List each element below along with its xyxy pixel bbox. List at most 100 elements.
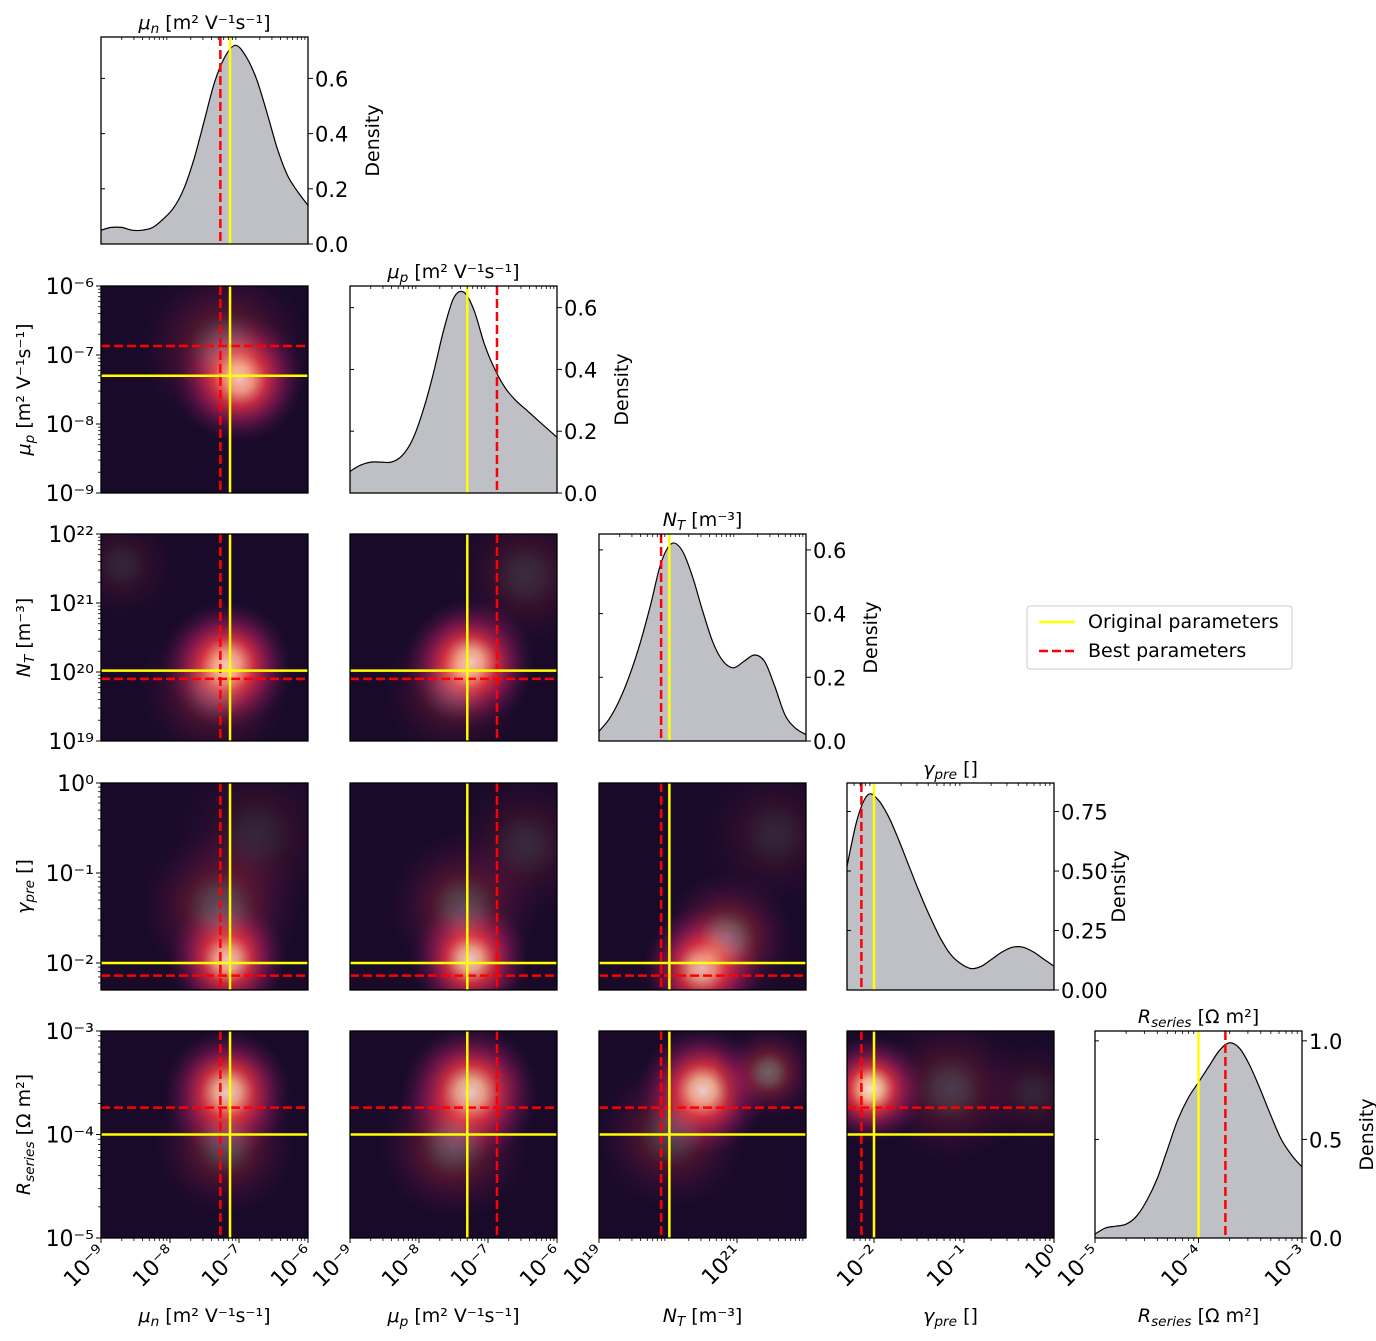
y-tick-label-mup-3: 10⁻⁶ [46, 275, 95, 300]
density-tick-label-gpre-0: 0.00 [1061, 979, 1108, 1003]
density-panel-mun: 0.0 0.2 0.4 0.6 Density μn [m² V⁻¹s⁻¹] [100, 12, 384, 257]
density-tick-label-rseries-1: 0.5 [1309, 1128, 1342, 1152]
heatmap-blob [128, 603, 301, 741]
heatmap-frame [846, 1030, 1055, 1239]
heatmap-blob [144, 1064, 306, 1226]
x-tick-label-rseries-0: 10⁻⁵ [1053, 1241, 1105, 1293]
density-fill-gpre [847, 793, 1054, 990]
x-tick-label-mup-0: 10⁻⁹ [308, 1241, 360, 1293]
y-tick-label-nt-0: 10¹⁹ [48, 730, 94, 755]
heatmap-panel-gpre-rseries [846, 1030, 1055, 1239]
heatmap-blob [968, 1031, 1054, 1158]
density-panel-mup: 0.0 0.2 0.4 0.6 Density μp [m² V⁻¹s⁻¹] [349, 261, 633, 506]
density-tick-label-mun-2: 0.4 [315, 123, 348, 147]
heatmap-frame [349, 782, 558, 991]
density-tick-label-gpre-1: 0.25 [1061, 920, 1108, 944]
x-tick-label-mup-3: 10⁻⁶ [515, 1240, 567, 1292]
y-tick-label-rseries-1: 10⁻⁴ [46, 1124, 95, 1149]
x-axis-mun: 10⁻⁹ 10⁻⁸ 10⁻⁷ 10⁻⁶μn [m² V⁻¹s⁻¹] [59, 1238, 318, 1330]
heatmap-blob [688, 783, 806, 921]
y-axis-label-gpre: γpre [] [13, 859, 38, 914]
heatmap-panel-mup-nt [349, 533, 558, 742]
heatmap-panel-mun-rseries [100, 1030, 309, 1239]
x-tick-label-mup-1: 10⁻⁸ [377, 1240, 429, 1292]
density-frame-mup [349, 285, 558, 494]
heatmap-panel-mun-mup [100, 285, 309, 494]
density-tick-label-gpre-2: 0.50 [1061, 860, 1108, 884]
heatmap-panel-mun-nt [100, 533, 309, 742]
y-axis-label-mup: μp [m² V⁻¹s⁻¹] [13, 324, 38, 457]
y-tick-label-nt-3: 10²² [48, 523, 94, 548]
x-axis-label-nt: NT [m⁻³] [663, 1305, 743, 1330]
heatmap-panel-mup-rseries [349, 1030, 558, 1239]
density-axis-label-mun: Density [362, 104, 384, 176]
x-axis-label-mup: μp [m² V⁻¹s⁻¹] [387, 1305, 520, 1330]
x-axis-nt: 10¹⁹ 10²¹ NT [m⁻³] [559, 1238, 804, 1330]
x-axis-label-gpre: γpre [] [923, 1305, 978, 1330]
density-tick-label-mup-1: 0.2 [564, 420, 597, 444]
density-curve-mun [100, 44, 309, 232]
heatmap-blob [439, 783, 557, 932]
density-tick-label-mup-2: 0.4 [564, 358, 597, 382]
heatmap-blob [101, 534, 187, 630]
x-tick-label-nt-0: 10¹⁹ [559, 1241, 609, 1291]
x-tick-label-gpre-0: 10⁻² [832, 1241, 884, 1293]
x-axis-mup: 10⁻⁹ 10⁻⁸ 10⁻⁷ 10⁻⁶ μp [m² V⁻¹s⁻¹] [308, 1238, 567, 1330]
y-axis-mup: 10⁻⁹ 10⁻⁸ 10⁻⁷ 10⁻⁶ μp [m² V⁻¹s⁻¹] [13, 275, 101, 507]
density-tick-label-mun-1: 0.2 [315, 178, 348, 202]
y-tick-label-gpre-1: 10⁻¹ [46, 862, 94, 887]
y-axis-nt: 10¹⁹ 10²⁰ 10²¹ 10²² NT [m⁻³] [13, 523, 101, 755]
density-title-gpre: γpre [] [923, 758, 978, 783]
density-tick-label-rseries-0: 0.0 [1309, 1227, 1342, 1251]
y-tick-label-rseries-0: 10⁻⁵ [46, 1227, 94, 1252]
heatmap-panel-mun-gpre [100, 782, 309, 991]
heatmap-frame [598, 782, 807, 991]
density-tick-label-mun-0: 0.0 [315, 233, 348, 257]
density-title-mup: μp [m² V⁻¹s⁻¹] [387, 261, 520, 286]
heatmap-frame [349, 533, 558, 742]
density-title-mun: μn [m² V⁻¹s⁻¹] [138, 12, 271, 37]
density-tick-label-mup-3: 0.6 [564, 297, 597, 321]
x-tick-label-mun-3: 10⁻⁶ [266, 1240, 318, 1292]
density-tick-label-nt-3: 0.6 [813, 539, 846, 563]
density-fill-mun [101, 45, 308, 244]
x-tick-label-rseries-2: 10⁻³ [1260, 1241, 1312, 1293]
y-axis-gpre: 10⁻² 10⁻¹ 10⁰ γpre [] [13, 772, 101, 984]
x-tick-label-mup-2: 10⁻⁷ [446, 1241, 498, 1293]
y-tick-label-mup-2: 10⁻⁷ [46, 344, 94, 369]
heatmap-panel-mup-gpre [349, 782, 558, 991]
heatmap-blob [367, 1058, 540, 1231]
density-axis-label-rseries: Density [1356, 1098, 1376, 1170]
x-tick-label-mun-2: 10⁻⁷ [197, 1241, 249, 1293]
density-axis-label-nt: Density [860, 601, 882, 673]
heatmap-frame [598, 1030, 807, 1239]
x-tick-label-rseries-1: 10⁻⁴ [1157, 1240, 1209, 1292]
density-tick-label-nt-0: 0.0 [813, 730, 846, 754]
density-fill-nt [599, 542, 806, 741]
y-tick-label-nt-1: 10²⁰ [48, 661, 94, 686]
density-fill-mup [350, 291, 557, 493]
x-axis-label-rseries: Rseries [Ω m²] [1138, 1305, 1259, 1330]
y-tick-label-rseries-2: 10⁻³ [46, 1020, 94, 1045]
density-curve-nt [598, 542, 807, 736]
y-tick-label-gpre-0: 10⁻² [46, 952, 94, 977]
density-frame-mun [100, 36, 309, 245]
density-frame-nt [598, 533, 807, 742]
density-panel-gpre: 0.00 0.25 0.50 0.75 Density γpre [] [846, 758, 1130, 1003]
heatmap-blob [372, 608, 535, 741]
density-curve-mup [349, 290, 558, 472]
density-axis-label-gpre: Density [1108, 850, 1130, 922]
heatmap-blob [159, 783, 308, 932]
density-curve-gpre [846, 793, 1055, 970]
y-tick-label-mup-0: 10⁻⁹ [46, 482, 94, 507]
density-tick-label-mun-3: 0.6 [315, 67, 348, 91]
heatmap-frame [100, 285, 309, 494]
y-axis-label-nt: NT [m⁻³] [13, 598, 38, 678]
density-panel-rseries: 0.0 0.5 1.0 Density Rseries [Ω m²] [1094, 1006, 1376, 1251]
density-tick-label-nt-1: 0.2 [813, 666, 846, 690]
x-tick-label-mun-1: 10⁻⁸ [128, 1240, 180, 1292]
y-tick-label-mup-1: 10⁻⁸ [46, 413, 95, 438]
